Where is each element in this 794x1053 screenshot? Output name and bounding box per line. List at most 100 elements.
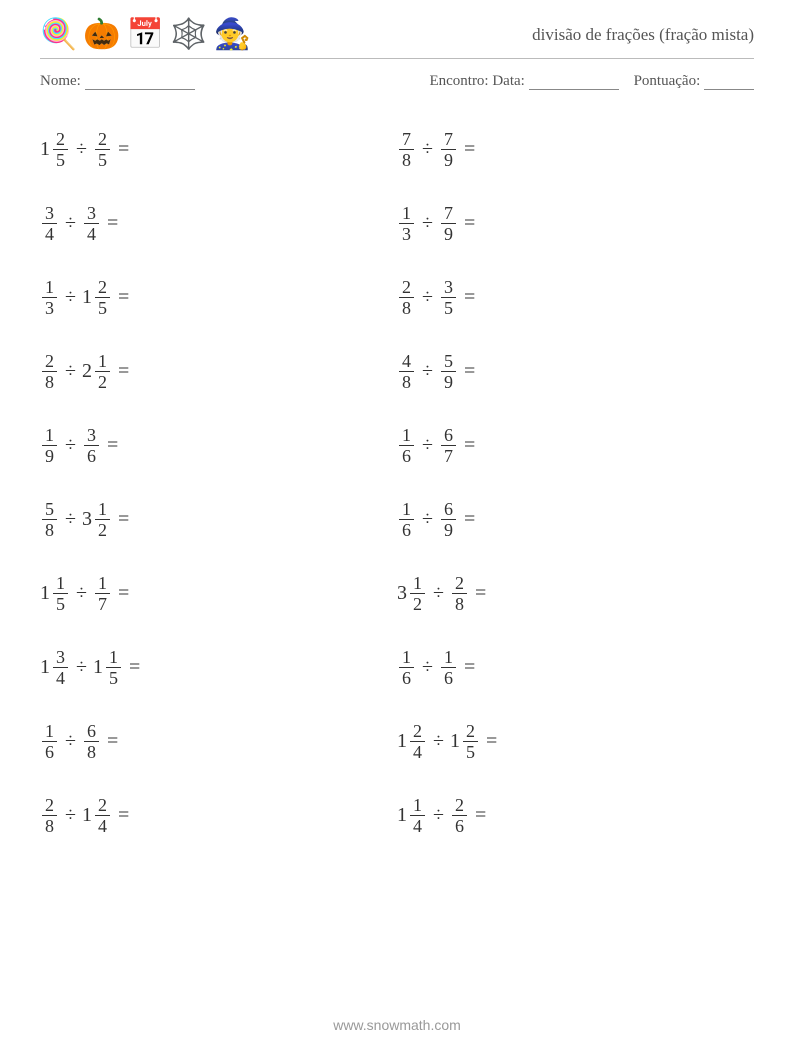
whole-number: 2 xyxy=(82,360,92,383)
score-label: Pontuação: xyxy=(634,73,701,89)
problem: 19÷36= xyxy=(40,408,397,482)
operator: ÷ xyxy=(76,138,87,161)
numerator: 2 xyxy=(410,722,425,742)
denominator: 8 xyxy=(42,816,57,835)
date-label: Encontro: Data: xyxy=(429,73,524,89)
denominator: 9 xyxy=(441,150,456,169)
divider xyxy=(40,58,754,59)
operator: ÷ xyxy=(422,138,433,161)
numerator: 2 xyxy=(452,796,467,816)
operator: ÷ xyxy=(422,434,433,457)
numerator: 2 xyxy=(53,130,68,150)
fraction: 78 xyxy=(399,130,414,169)
numerator: 2 xyxy=(95,796,110,816)
numerator: 2 xyxy=(399,278,414,298)
fraction: 79 xyxy=(441,130,456,169)
denominator: 4 xyxy=(410,742,425,761)
equals: = xyxy=(118,582,129,605)
denominator: 9 xyxy=(42,446,57,465)
numerator: 6 xyxy=(84,722,99,742)
numerator: 2 xyxy=(95,278,110,298)
fraction: 24 xyxy=(95,796,110,835)
date-blank[interactable] xyxy=(529,75,619,90)
operator: ÷ xyxy=(433,804,444,827)
problem: 16÷16= xyxy=(397,630,754,704)
fraction: 16 xyxy=(399,648,414,687)
denominator: 9 xyxy=(441,520,456,539)
fraction: 12 xyxy=(410,574,425,613)
denominator: 8 xyxy=(42,372,57,391)
problem: 115 ÷ 17 = xyxy=(40,556,397,630)
numerator: 7 xyxy=(441,130,456,150)
denominator: 4 xyxy=(410,816,425,835)
numerator: 1 xyxy=(410,796,425,816)
denominator: 9 xyxy=(441,224,456,243)
fraction: 34 xyxy=(53,648,68,687)
numerator: 2 xyxy=(95,130,110,150)
operator: ÷ xyxy=(65,434,76,457)
equals: = xyxy=(118,286,129,309)
header-icons: 🍭 🎃 📅 🕸️ 🧙 xyxy=(40,20,251,50)
whole-number: 1 xyxy=(450,730,460,753)
score-blank[interactable] xyxy=(704,75,754,90)
whole-number: 3 xyxy=(82,508,92,531)
numerator: 1 xyxy=(399,204,414,224)
fraction: 25 xyxy=(95,278,110,317)
problem: 34÷34= xyxy=(40,186,397,260)
equals: = xyxy=(475,804,486,827)
fraction: 13 xyxy=(399,204,414,243)
fraction: 15 xyxy=(106,648,121,687)
equals: = xyxy=(464,212,475,235)
problem: 13÷125= xyxy=(40,260,397,334)
denominator: 4 xyxy=(53,668,68,687)
wizard-icon: 🧙 xyxy=(213,20,250,50)
denominator: 5 xyxy=(95,150,110,169)
numerator: 1 xyxy=(399,500,414,520)
fraction: 16 xyxy=(399,426,414,465)
operator: ÷ xyxy=(65,360,76,383)
fraction: 15 xyxy=(53,574,68,613)
name-blank[interactable] xyxy=(85,75,195,90)
numerator: 1 xyxy=(95,352,110,372)
denominator: 4 xyxy=(84,224,99,243)
fraction: 28 xyxy=(42,796,57,835)
worksheet-page: 🍭 🎃 📅 🕸️ 🧙 divisão de frações (fração mi… xyxy=(0,0,794,1053)
fraction: 58 xyxy=(42,500,57,539)
problem: 312÷28= xyxy=(397,556,754,630)
fraction: 35 xyxy=(441,278,456,317)
whole-number: 1 xyxy=(82,286,92,309)
denominator: 8 xyxy=(399,298,414,317)
operator: ÷ xyxy=(422,508,433,531)
denominator: 8 xyxy=(399,150,414,169)
equals: = xyxy=(107,434,118,457)
fraction: 17 xyxy=(95,574,110,613)
numerator: 1 xyxy=(53,574,68,594)
denominator: 6 xyxy=(399,668,414,687)
operator: ÷ xyxy=(433,730,444,753)
lollipop-icon: 🍭 xyxy=(40,20,77,50)
numerator: 1 xyxy=(42,278,57,298)
operator: ÷ xyxy=(65,804,76,827)
equals: = xyxy=(118,804,129,827)
name-label: Nome: xyxy=(40,73,81,89)
denominator: 5 xyxy=(463,742,478,761)
column-left: 125÷25=34÷34=13÷125=28÷212=19÷36=58÷312=… xyxy=(40,112,397,852)
equals: = xyxy=(464,434,475,457)
numerator: 1 xyxy=(441,648,456,668)
equals: = xyxy=(464,138,475,161)
numerator: 4 xyxy=(399,352,414,372)
denominator: 7 xyxy=(441,446,456,465)
fraction: 12 xyxy=(95,352,110,391)
pumpkin-icon: 🎃 xyxy=(83,20,120,50)
operator: ÷ xyxy=(76,582,87,605)
fraction: 79 xyxy=(441,204,456,243)
denominator: 5 xyxy=(106,668,121,687)
denominator: 8 xyxy=(42,520,57,539)
numerator: 1 xyxy=(106,648,121,668)
spiderweb-icon: 🕸️ xyxy=(170,20,207,50)
calendar-icon: 📅 xyxy=(127,20,164,50)
whole-number: 1 xyxy=(40,138,50,161)
info-row: Nome: Encontro: Data: Pontuação: xyxy=(40,73,754,90)
fraction: 69 xyxy=(441,500,456,539)
numerator: 1 xyxy=(399,426,414,446)
